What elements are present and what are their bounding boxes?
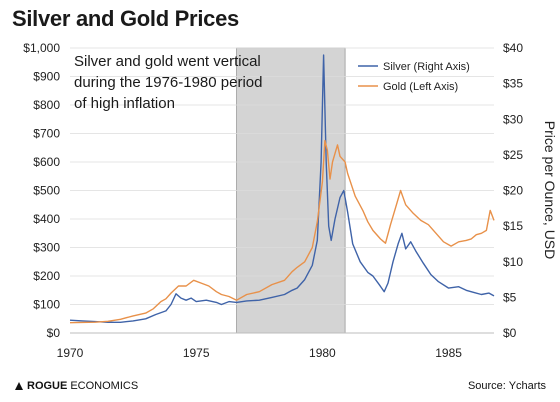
- legend-label: Gold (Left Axis): [383, 81, 458, 93]
- right-axis-tick-label: $25: [503, 148, 523, 162]
- right-axis-tick-label: $15: [503, 219, 523, 233]
- annotation-text: of high inflation: [74, 95, 175, 112]
- left-axis-tick-label: $0: [47, 326, 61, 340]
- chart-title: Silver and Gold Prices: [12, 6, 239, 31]
- left-axis-tick-label: $200: [33, 269, 60, 283]
- right-axis-label: Price per Ounce, USD: [542, 121, 558, 260]
- left-axis-tick-label: $500: [33, 184, 60, 198]
- brand-name-rest: ECONOMICS: [70, 380, 139, 392]
- brand-name-bold: ROGUE: [27, 380, 68, 392]
- left-axis-tick-label: $600: [33, 155, 60, 169]
- rogue-logo-icon: [15, 382, 23, 390]
- left-axis-tick-label: $1,000: [23, 41, 60, 55]
- annotation-text: during the 1976-1980 period: [74, 74, 262, 91]
- left-axis-tick-label: $100: [33, 298, 60, 312]
- left-axis-tick-label: $300: [33, 241, 60, 255]
- right-axis-tick-label: $10: [503, 255, 523, 269]
- left-axis-tick-label: $800: [33, 98, 60, 112]
- x-axis-tick-label: 1970: [57, 346, 84, 360]
- chart-svg: $0 $100 $200 $300 $400 $500 $600 $700 $800 $900 $1…: [23, 41, 558, 360]
- x-axis-tick-label: 1985: [435, 346, 462, 360]
- right-axis-tick-label: $20: [503, 184, 523, 198]
- source-credit: Source: Ycharts: [467, 380, 546, 392]
- left-axis-tick-label: $700: [33, 127, 60, 141]
- right-axis-tick-label: $35: [503, 77, 523, 91]
- right-axis-tick-label: $30: [503, 112, 523, 126]
- left-axis-tick-label: $900: [33, 70, 60, 84]
- annotation-text: Silver and gold went vertical: [74, 53, 261, 70]
- series-line-silver: [69, 54, 495, 323]
- x-axis-tick-label: 1975: [183, 346, 210, 360]
- x-axis-tick-label: 1980: [309, 346, 336, 360]
- right-axis-tick-label: $40: [503, 41, 523, 55]
- brand-logo: ROGUE ECONOMICS: [14, 380, 138, 392]
- legend-label: Silver (Right Axis): [383, 61, 470, 73]
- right-axis-tick-label: $5: [503, 290, 517, 304]
- series-line-gold: [69, 139, 495, 324]
- left-axis-tick-label: $400: [33, 212, 60, 226]
- right-axis-tick-label: $0: [503, 326, 517, 340]
